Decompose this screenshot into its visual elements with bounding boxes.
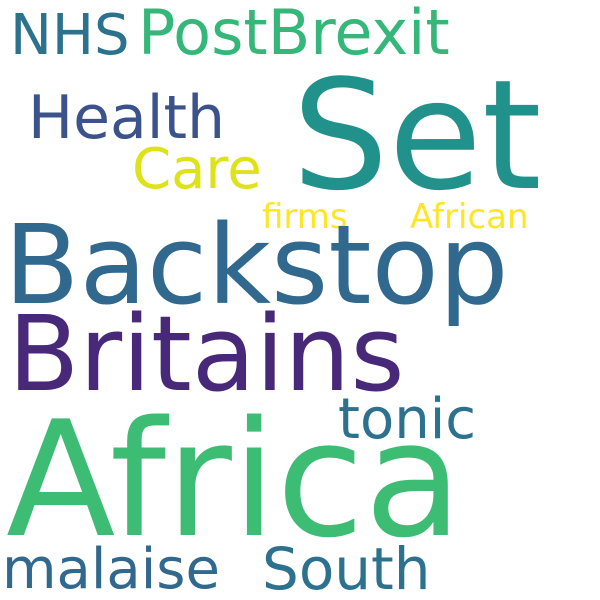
word-care: Care	[132, 137, 262, 202]
word-malaise: malaise	[2, 537, 220, 600]
word-postbrexit: PostBrexit	[138, 0, 450, 69]
word-set: Set	[292, 47, 542, 224]
word-africa: Africa	[6, 386, 463, 573]
word-britains: Britains	[8, 293, 405, 415]
word-tonic: tonic	[338, 387, 477, 452]
word-health: Health	[28, 83, 226, 153]
word-firms: firms	[262, 197, 348, 237]
word-south: South	[262, 535, 431, 600]
word-backstop: Backstop	[4, 201, 509, 329]
word-african: African	[410, 197, 529, 237]
word-nhs: NHS	[10, 3, 130, 68]
